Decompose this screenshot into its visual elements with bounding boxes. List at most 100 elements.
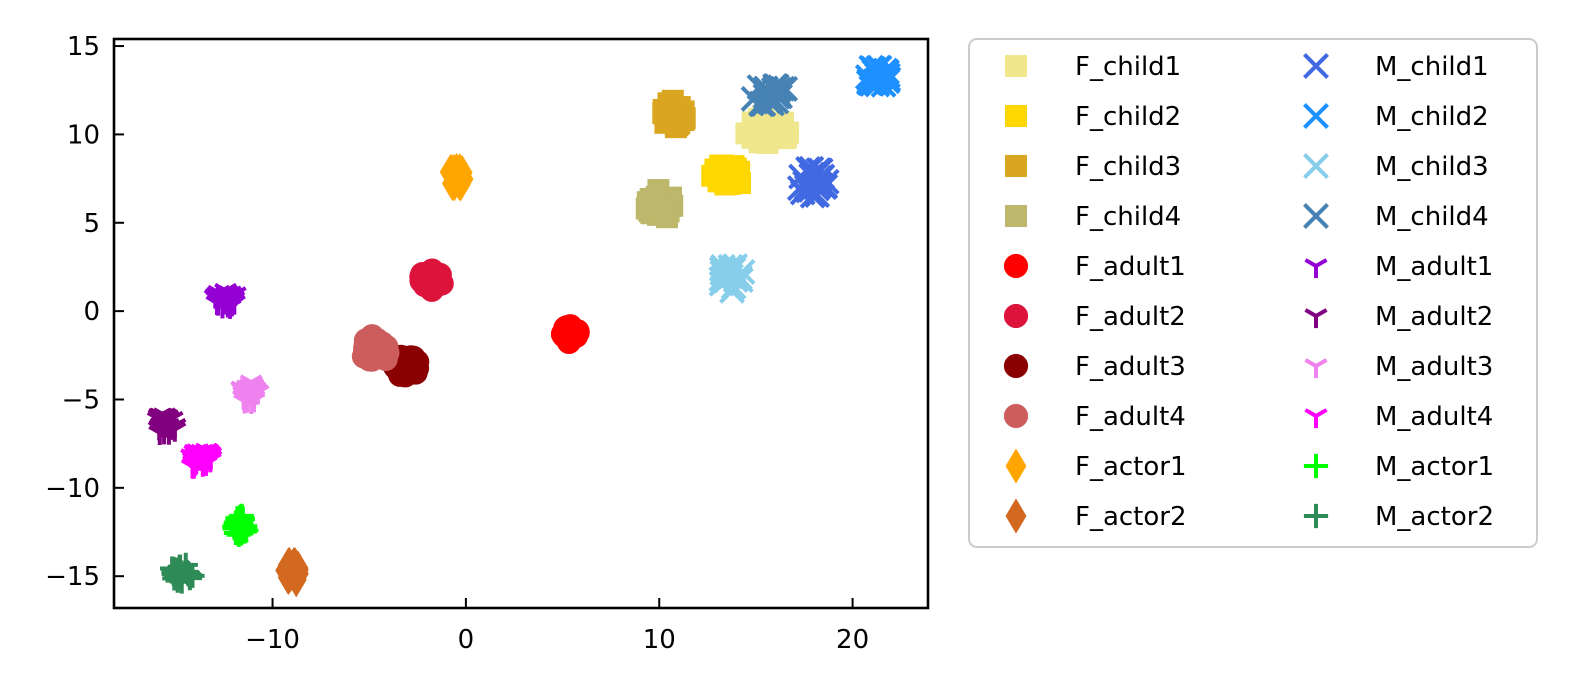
series-F_adult1 [550, 314, 590, 355]
x-axis: −10 0 10 20 [245, 598, 869, 655]
legend-label: F_child4 [1075, 202, 1181, 232]
series-M_actor1 [222, 503, 259, 547]
series-F_child4 [635, 179, 684, 229]
y-axis: −15 −10 −5 0 5 10 15 [45, 32, 124, 592]
data-point [806, 164, 833, 191]
x-tick-label: −10 [245, 625, 300, 655]
legend-marker [1304, 358, 1328, 379]
legend-label: F_adult3 [1075, 352, 1186, 382]
legend-marker [1005, 55, 1027, 77]
data-point [763, 88, 790, 115]
data-point [279, 547, 300, 583]
legend-item: F_adult2 [1003, 302, 1186, 332]
series-F_actor2 [275, 546, 309, 598]
legend-item: M_adult1 [1304, 252, 1493, 282]
data-point [856, 67, 883, 94]
legend-label: M_adult2 [1375, 302, 1493, 332]
legend-label: F_child2 [1075, 102, 1181, 132]
legend-label: M_actor2 [1375, 502, 1494, 532]
legend-item: M_child1 [1303, 52, 1489, 82]
legend-marker [1005, 105, 1027, 127]
legend-marker [1304, 408, 1328, 429]
legend-label: F_adult1 [1075, 252, 1186, 282]
series-M_child1 [786, 155, 840, 209]
data-point [668, 96, 691, 119]
legend-marker [1005, 498, 1027, 534]
legend-marker [1005, 205, 1027, 227]
series-F_child2 [701, 154, 751, 196]
legend-label: M_adult4 [1375, 402, 1493, 432]
legend-label: M_adult3 [1375, 352, 1493, 382]
data-point [152, 407, 176, 428]
legend-marker [1005, 448, 1027, 484]
legend-item: F_child1 [1005, 52, 1181, 82]
data-point [765, 81, 792, 108]
plot-frame [112, 37, 930, 610]
legend-label: F_adult4 [1075, 402, 1186, 432]
legend-marker [1304, 258, 1328, 279]
data-point [727, 163, 750, 186]
legend-marker [1303, 453, 1329, 479]
legend: F_child1 F_child2 F_child3 F_child4 F_adult1… [968, 38, 1538, 548]
legend-marker [1303, 103, 1329, 129]
series-M_actor2 [160, 552, 205, 594]
data-point [354, 331, 379, 356]
series-F_child3 [652, 89, 696, 139]
legend-item: M_child3 [1303, 152, 1489, 182]
legend-label: F_child3 [1075, 152, 1181, 182]
legend-label: F_adult2 [1075, 302, 1186, 332]
y-tick-label: −15 [45, 562, 100, 592]
series-M_child2 [854, 54, 902, 98]
data-point [708, 170, 731, 193]
legend-marker [1003, 353, 1029, 379]
series-M_adult4 [180, 442, 223, 479]
legend-marker [1303, 503, 1329, 529]
data-point [741, 111, 764, 134]
legend-item: M_child2 [1303, 102, 1489, 132]
legend-marker [1003, 253, 1029, 279]
legend-item: F_actor1 [1005, 448, 1187, 484]
legend-marker [1003, 303, 1029, 329]
legend-item: F_child2 [1005, 102, 1181, 132]
data-point [767, 120, 790, 143]
legend-item: M_adult3 [1304, 352, 1493, 382]
legend-label: F_actor1 [1075, 452, 1187, 482]
legend-box [968, 38, 1538, 548]
y-tick-label: −5 [62, 385, 100, 415]
y-tick-label: 5 [83, 209, 100, 239]
y-tick-label: 15 [67, 32, 100, 62]
data-point [229, 510, 254, 536]
series-F_child1 [735, 105, 800, 154]
plot-area [146, 54, 902, 598]
data-point [564, 323, 589, 348]
x-tick-label: 20 [836, 625, 869, 655]
series-F_adult2 [409, 258, 454, 302]
data-point [163, 565, 189, 590]
legend-label: M_actor1 [1375, 452, 1494, 482]
legend-marker [1304, 308, 1328, 329]
data-point [637, 196, 660, 219]
legend-label: M_child1 [1375, 52, 1489, 82]
legend-label: F_child1 [1075, 52, 1181, 82]
data-point [657, 200, 680, 223]
x-tick-label: 0 [458, 625, 475, 655]
legend-label: M_child3 [1375, 152, 1489, 182]
legend-item: M_adult2 [1304, 302, 1493, 332]
data-point [712, 263, 739, 290]
data-point [786, 175, 813, 202]
series-M_adult2 [146, 407, 187, 446]
legend-item: F_child3 [1005, 152, 1181, 182]
x-tick-label: 10 [643, 625, 676, 655]
data-point [199, 449, 223, 470]
series-F_adult4 [351, 324, 400, 372]
legend-item: F_child4 [1005, 202, 1181, 232]
legend-marker [1303, 153, 1329, 179]
legend-item: M_actor1 [1303, 452, 1494, 482]
y-tick-label: 0 [83, 297, 100, 327]
legend-item: F_actor2 [1005, 498, 1187, 534]
legend-item: M_child4 [1303, 202, 1489, 232]
data-point [409, 264, 434, 289]
legend-item: F_adult1 [1003, 252, 1186, 282]
data-point [429, 271, 454, 296]
